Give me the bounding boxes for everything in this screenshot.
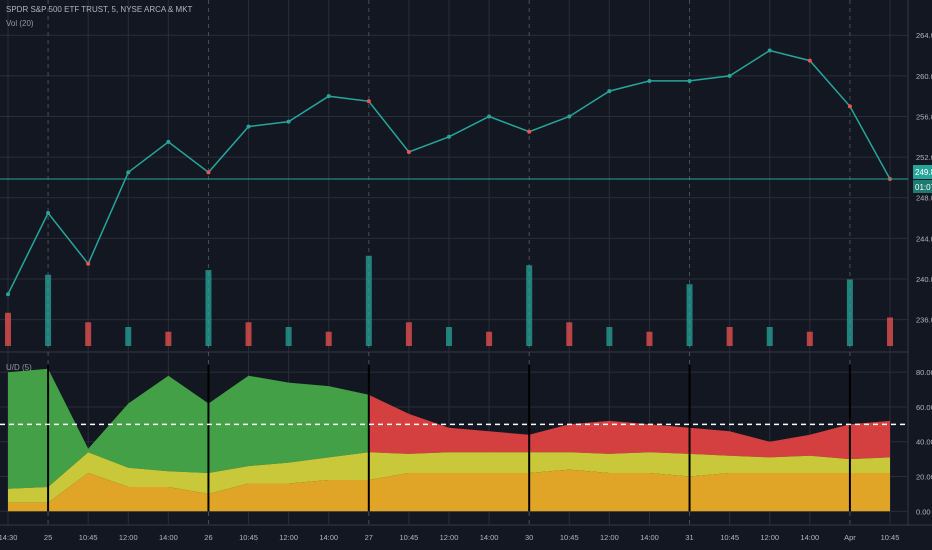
- volume-bar: [846, 279, 853, 346]
- volume-bar: [125, 327, 132, 346]
- price-tick-label: 236.00: [916, 316, 932, 325]
- price-tick-label: 240.00: [916, 275, 932, 284]
- ud-indicator-areas: [8, 365, 890, 512]
- price-point: [767, 48, 772, 53]
- price-series: [0, 48, 908, 297]
- volume-bar: [245, 322, 252, 346]
- time-tick-label: 27: [365, 533, 373, 542]
- price-point: [527, 129, 532, 134]
- price-point: [847, 104, 852, 109]
- countdown-badge: [913, 180, 932, 193]
- last-price-badge: [913, 165, 932, 179]
- volume-bar: [566, 322, 573, 346]
- ud-base-area: [8, 469, 890, 512]
- price-tick-label: 256.00: [916, 112, 932, 121]
- indicator-tick-label: 60.00: [916, 403, 932, 412]
- price-point: [206, 170, 211, 175]
- volume-bar: [806, 331, 813, 346]
- price-tick-label: 260.00: [916, 72, 932, 81]
- time-tick-label: 12:00: [279, 533, 298, 542]
- time-tick-label: 14:00: [319, 533, 338, 542]
- volume-bar: [45, 274, 52, 346]
- time-tick-label: 26: [204, 533, 212, 542]
- indicator-tick-label: 20.00: [916, 473, 932, 482]
- time-tick-label: 10:45: [881, 533, 900, 542]
- price-tick-label: 252.00: [916, 153, 932, 162]
- volume-bar: [726, 327, 733, 346]
- price-point: [126, 170, 131, 175]
- time-tick-label: 10:45: [400, 533, 419, 542]
- time-tick-label: 10:45: [560, 533, 579, 542]
- volume-legend-label: Vol (20): [6, 19, 34, 28]
- time-tick-label: 12:00: [600, 533, 619, 542]
- volume-bar: [85, 322, 92, 346]
- symbol-title: SPDR S&P 500 ETF TRUST, 5, NYSE ARCA & M…: [6, 5, 193, 14]
- time-tick-label: 12:00: [760, 533, 779, 542]
- price-point: [166, 139, 171, 144]
- time-tick-label: 10:45: [79, 533, 98, 542]
- ud-down-area: [368, 394, 890, 460]
- price-point: [807, 58, 812, 63]
- indicator-tick-label: 80.00: [916, 368, 932, 377]
- price-point: [567, 114, 572, 119]
- volume-bar: [365, 255, 372, 346]
- price-point: [46, 210, 51, 215]
- price-point: [487, 114, 492, 119]
- price-point: [447, 134, 451, 139]
- price-point: [326, 94, 331, 99]
- volume-bar: [526, 265, 533, 346]
- volume-bar: [285, 327, 292, 346]
- time-tick-label: 30: [525, 533, 533, 542]
- last-price-value: 249.84: [915, 168, 932, 177]
- time-tick-label: Apr: [844, 533, 856, 542]
- time-tick-label: 14:00: [640, 533, 659, 542]
- time-tick-label: 14:30: [0, 533, 17, 542]
- volume-bar: [686, 284, 693, 346]
- price-point: [687, 78, 692, 83]
- price-tick-label: 264.00: [916, 31, 932, 40]
- volume-bar: [205, 270, 212, 346]
- price-tick-label: 244.00: [916, 234, 932, 243]
- time-tick-label: 10:45: [720, 533, 739, 542]
- time-tick-label: 10:45: [239, 533, 258, 542]
- volume-bars: [5, 255, 893, 346]
- time-tick-label: 14:00: [159, 533, 178, 542]
- time-tick-label: 12:00: [440, 533, 459, 542]
- axes: 264.00260.00256.00252.00248.00244.00240.…: [0, 31, 932, 542]
- time-tick-label: 25: [44, 533, 52, 542]
- ud-middle-area: [8, 452, 890, 503]
- price-point: [246, 124, 251, 129]
- price-point: [286, 119, 291, 124]
- volume-bar: [606, 327, 613, 346]
- time-tick-label: 14:00: [800, 533, 819, 542]
- price-point: [727, 73, 732, 78]
- ud-up-area: [8, 368, 369, 489]
- price-point: [366, 99, 371, 104]
- price-point: [647, 78, 652, 83]
- price-point: [86, 261, 91, 266]
- price-point: [607, 89, 612, 94]
- volume-bar: [887, 317, 893, 346]
- volume-bar: [165, 331, 172, 346]
- time-tick-label: 31: [685, 533, 693, 542]
- volume-bar: [446, 327, 452, 346]
- volume-bar: [325, 331, 332, 346]
- volume-bar: [5, 312, 11, 346]
- time-tick-label: 12:00: [119, 533, 138, 542]
- time-tick-label: 14:00: [480, 533, 499, 542]
- indicator-legend-label: U/D (5): [6, 363, 32, 372]
- volume-bar: [405, 322, 412, 346]
- price-point: [6, 292, 10, 297]
- volume-bar: [486, 331, 493, 346]
- volume-bar: [766, 327, 773, 346]
- indicator-tick-label: 0.00: [916, 507, 931, 516]
- price-point: [406, 150, 411, 155]
- indicator-tick-label: 40.00: [916, 438, 932, 447]
- volume-bar: [646, 331, 653, 346]
- bar-countdown: 01:07: [915, 183, 932, 192]
- price-tick-label: 248.00: [916, 194, 932, 203]
